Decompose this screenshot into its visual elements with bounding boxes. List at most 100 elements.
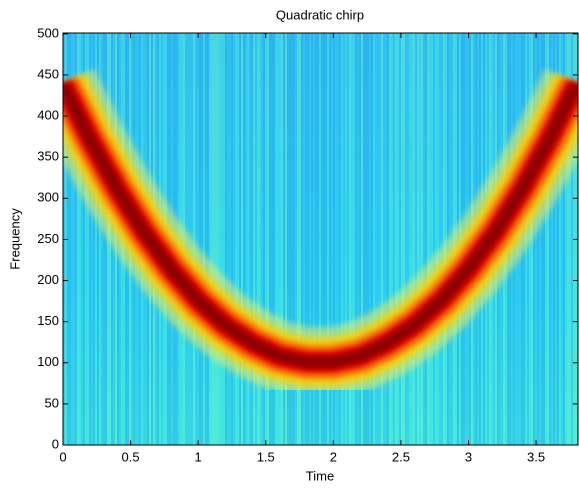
texture-stripe [397, 33, 399, 445]
texture-stripe [77, 33, 79, 445]
texture-stripe [247, 33, 249, 445]
texture-stripe [373, 33, 375, 445]
texture-stripe [73, 33, 75, 445]
texture-stripe [319, 33, 321, 445]
texture-stripe [263, 33, 265, 445]
texture-stripe [315, 33, 317, 445]
x-tick-label: 1 [195, 449, 202, 464]
texture-stripe [301, 33, 303, 445]
y-tick-label: 100 [37, 354, 59, 369]
texture-stripe [387, 33, 389, 445]
texture-stripe [287, 33, 289, 445]
texture-stripe [561, 33, 563, 445]
texture-stripe [249, 33, 251, 445]
texture-stripe [433, 33, 435, 445]
texture-stripe [569, 33, 571, 445]
texture-stripe [545, 33, 547, 445]
texture-stripe [557, 33, 559, 445]
texture-stripe [303, 33, 305, 445]
texture-stripe [69, 33, 71, 445]
texture-stripe [97, 33, 99, 445]
texture-stripe [409, 33, 411, 445]
texture-stripe [95, 33, 97, 445]
texture-stripe [323, 33, 325, 445]
texture-stripe [421, 33, 423, 445]
texture-stripe [369, 33, 371, 445]
texture-stripe [339, 33, 341, 445]
x-axis-label: Time [306, 468, 334, 483]
texture-stripe [91, 33, 93, 445]
texture-stripe [429, 33, 431, 445]
texture-stripe [217, 33, 219, 445]
y-tick-label: 300 [37, 190, 59, 205]
texture-stripe [299, 33, 301, 445]
texture-stripe [285, 33, 287, 445]
texture-stripe [93, 33, 95, 445]
y-tick-label: 400 [37, 107, 59, 122]
texture-stripe [221, 33, 223, 445]
texture-stripe [195, 33, 197, 445]
texture-stripe [427, 33, 429, 445]
texture-stripe [567, 33, 569, 445]
texture-stripe [357, 33, 359, 445]
texture-stripe [389, 33, 391, 445]
texture-stripe [251, 33, 253, 445]
texture-stripe [553, 33, 555, 445]
texture-stripe [393, 33, 395, 445]
texture-stripe [547, 33, 549, 445]
y-tick-label: 200 [37, 272, 59, 287]
texture-stripe [345, 33, 347, 445]
texture-stripe [441, 33, 443, 445]
texture-stripe [333, 33, 335, 445]
texture-stripe [229, 33, 231, 445]
texture-stripe [347, 33, 349, 445]
texture-stripe [331, 33, 333, 445]
texture-stripe [233, 33, 235, 445]
texture-stripe [269, 33, 271, 445]
texture-stripe [227, 33, 229, 445]
texture-stripe [219, 33, 221, 445]
texture-stripe [203, 33, 205, 445]
chart-title: Quadratic chirp [276, 7, 364, 22]
texture-stripe [541, 33, 543, 445]
texture-stripe [403, 33, 405, 445]
texture-stripe [295, 33, 297, 445]
texture-stripe [401, 33, 403, 445]
texture-stripe [273, 33, 275, 445]
texture-stripe [425, 33, 427, 445]
x-tick-label: 2 [330, 449, 337, 464]
texture-stripe [205, 33, 207, 445]
texture-stripe [281, 33, 283, 445]
texture-stripe [267, 33, 269, 445]
texture-stripe [317, 33, 319, 445]
texture-stripe [209, 33, 211, 445]
texture-stripe [83, 33, 85, 445]
texture-stripe [307, 33, 309, 445]
texture-stripe [199, 33, 201, 445]
texture-stripe [565, 33, 567, 445]
x-tick-label: 0 [59, 449, 66, 464]
texture-stripe [335, 33, 337, 445]
texture-stripe [371, 33, 373, 445]
y-tick-label: 500 [37, 25, 59, 40]
texture-stripe [311, 33, 313, 445]
texture-stripe [413, 33, 415, 445]
y-tick-label: 150 [37, 313, 59, 328]
texture-stripe [419, 33, 421, 445]
texture-stripe [279, 33, 281, 445]
texture-stripe [271, 33, 273, 445]
texture-stripe [275, 33, 277, 445]
texture-stripe [337, 33, 339, 445]
texture-stripe [103, 33, 105, 445]
texture-stripe [343, 33, 345, 445]
texture-stripe [305, 33, 307, 445]
texture-stripe [245, 33, 247, 445]
texture-stripe [75, 33, 77, 445]
texture-stripe [79, 33, 81, 445]
texture-stripe [261, 33, 263, 445]
texture-stripe [253, 33, 255, 445]
texture-stripe [443, 33, 445, 445]
texture-stripe [543, 33, 545, 445]
texture-stripe [277, 33, 279, 445]
texture-stripe [571, 33, 573, 445]
